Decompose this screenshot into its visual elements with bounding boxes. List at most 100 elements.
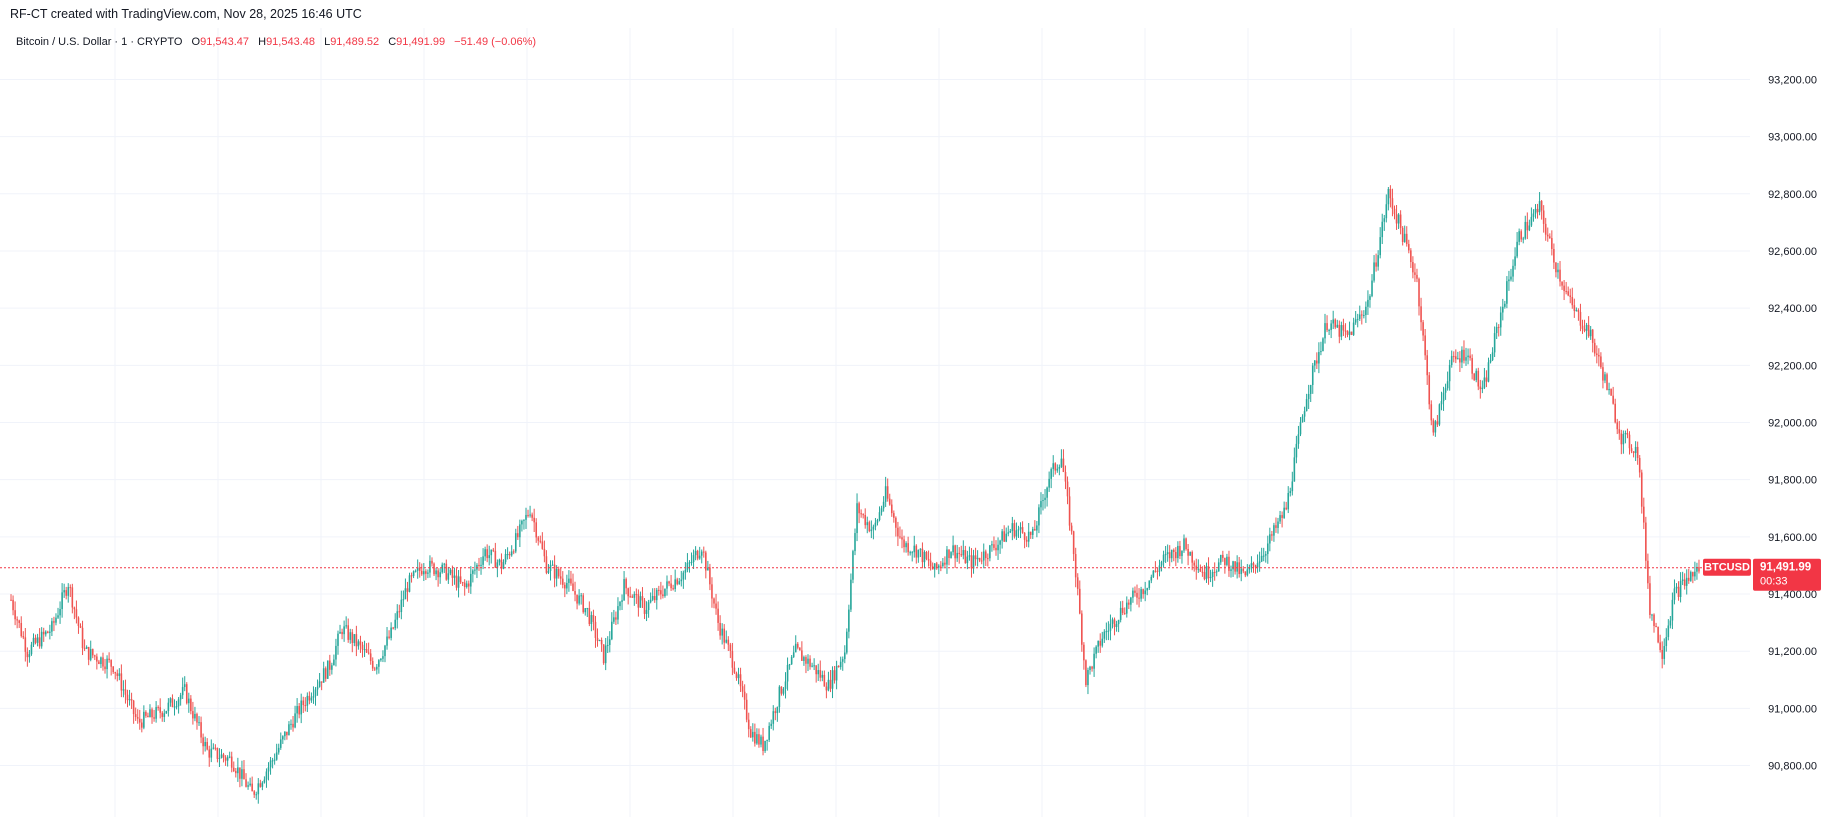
candle-body (1620, 433, 1623, 445)
y-tick-label: 90,800.00 (1768, 761, 1817, 773)
candle-body (177, 699, 180, 707)
candle-body (966, 556, 969, 564)
candle-body (1483, 377, 1486, 388)
candle-body (253, 791, 256, 795)
candle-body (484, 549, 486, 557)
candle-body (427, 572, 429, 574)
candle-body (414, 570, 417, 572)
candle-body (841, 659, 844, 662)
candle-body (1201, 571, 1204, 573)
candle-body (1491, 352, 1494, 360)
candle-body (294, 713, 296, 728)
candle-body (235, 771, 237, 774)
candle-body (1630, 448, 1633, 452)
candle-body (608, 639, 611, 645)
price-axis: 93,200.00 93,000.00 92,800.00 92,600.00 92,4… (1768, 74, 1817, 772)
candle-body (1224, 557, 1226, 565)
candle-body (766, 739, 768, 741)
candle-body (1246, 569, 1249, 576)
candle-body (729, 644, 732, 651)
candle-body (705, 552, 707, 571)
candle-body (739, 674, 742, 687)
candle-body (752, 731, 754, 738)
candle-body (852, 551, 854, 580)
candle-body (1373, 262, 1375, 281)
candle-body (408, 575, 411, 592)
candle-body (944, 562, 946, 565)
candle-body (363, 649, 366, 651)
candle-body (1532, 213, 1535, 217)
candle-body (1338, 324, 1341, 337)
candle-body (725, 639, 728, 643)
candle-body (778, 686, 781, 708)
candle-body (815, 665, 817, 675)
candle-body (392, 627, 394, 629)
candle-body (232, 767, 235, 772)
candle-body (1068, 496, 1071, 526)
candle-body (1266, 543, 1269, 555)
candle-body (1694, 571, 1696, 577)
candle-body (1252, 563, 1255, 566)
candle-body (1442, 392, 1445, 402)
candle-body (302, 700, 305, 706)
candle-body (811, 665, 813, 667)
candle-body (901, 537, 903, 540)
candle-body (1477, 370, 1480, 387)
candle-body (543, 548, 546, 557)
candle-body (1567, 291, 1569, 296)
candle-body (1360, 314, 1363, 316)
candle-body (690, 562, 693, 564)
candle-body (1078, 588, 1081, 614)
candle-body (1616, 422, 1619, 430)
candle-body (692, 555, 695, 563)
candle-body (463, 582, 466, 588)
candle-body (1091, 666, 1093, 669)
candle-body (1036, 525, 1038, 531)
candle-body (431, 560, 433, 564)
candle-body (314, 689, 317, 697)
candle-body (1066, 481, 1069, 497)
candle-body (1350, 331, 1353, 335)
price-chart[interactable]: 93,200.00 93,000.00 92,800.00 92,600.00 92,4… (0, 28, 1835, 817)
candle-body (1340, 325, 1343, 337)
legend-close-value: 91,491.99 (396, 36, 445, 48)
candle-body (925, 551, 928, 559)
candle-body (47, 631, 49, 633)
candle-body (1497, 326, 1500, 328)
candle-body (523, 519, 525, 521)
candle-body (1440, 401, 1443, 405)
candle-body (265, 771, 268, 780)
y-tick-label: 92,600.00 (1768, 246, 1817, 258)
candle-body (1197, 568, 1200, 570)
candle-body (1209, 576, 1212, 579)
candle-body (67, 587, 70, 596)
candle-body (1687, 577, 1690, 581)
candle-body (98, 661, 100, 665)
candle-body (376, 666, 378, 670)
candle-body (1661, 649, 1663, 659)
candle-body (1624, 433, 1627, 435)
candle-body (606, 644, 609, 646)
candle-body (997, 544, 999, 551)
candle-body (1555, 262, 1557, 273)
candle-body (694, 550, 697, 556)
candle-body (1152, 570, 1155, 577)
candle-body (73, 607, 76, 610)
candle-body (77, 617, 80, 626)
candle-body (100, 657, 102, 665)
candle-body (1546, 234, 1549, 237)
candle-body (373, 668, 376, 670)
candle-body (1606, 374, 1608, 391)
candle-body (179, 695, 182, 700)
candle-body (26, 651, 29, 658)
candle-body (909, 552, 911, 554)
candle-body (420, 570, 423, 575)
candle-body (698, 555, 701, 559)
candle-body (1593, 342, 1596, 354)
candle-body (347, 625, 350, 640)
candle-body (24, 637, 27, 652)
candle-body (1690, 572, 1692, 581)
candle-body (1326, 323, 1328, 331)
candle-body (647, 602, 650, 611)
candle-body (572, 583, 574, 592)
